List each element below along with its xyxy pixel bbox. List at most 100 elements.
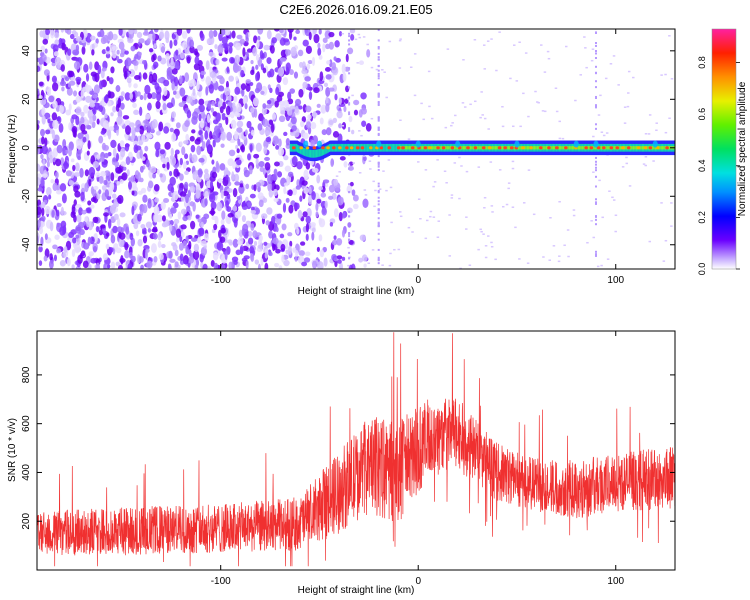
- heatmap-cell: [444, 126, 448, 129]
- heatmap-cell: [208, 29, 214, 39]
- heatmap-cell: [73, 199, 77, 207]
- heatmap-cell: [623, 106, 627, 108]
- heatmap-cell: [514, 226, 517, 229]
- heatmap-cell: [250, 129, 255, 136]
- heatmap-cell: [75, 234, 80, 239]
- heatmap-cell: [342, 72, 347, 82]
- heatmap-cell: [187, 189, 191, 198]
- heatmap-cell: [560, 146, 563, 150]
- heatmap-cell: [275, 145, 280, 150]
- heatmap-cell: [363, 263, 367, 268]
- heatmap-cell: [220, 219, 225, 226]
- heatmap-cell: [571, 146, 575, 150]
- heatmap-cell: [593, 146, 596, 150]
- heatmap-cell: [97, 31, 102, 38]
- heatmap-cell: [363, 143, 366, 152]
- heatmap-cell: [100, 224, 106, 229]
- heatmap-cell: [318, 29, 322, 35]
- heatmap-cell: [548, 259, 551, 261]
- heatmap-cell: [209, 71, 217, 79]
- heatmap-cell: [594, 80, 597, 83]
- heatmap-cell: [606, 146, 609, 150]
- heatmap-cell: [115, 247, 122, 254]
- heatmap-cell: [600, 131, 604, 133]
- heatmap-cell: [104, 152, 109, 159]
- heatmap-cell: [594, 97, 597, 100]
- heatmap-cell: [236, 120, 244, 128]
- heatmap-cell: [46, 88, 51, 97]
- heatmap-cell: [433, 181, 437, 183]
- heatmap-cell: [409, 66, 413, 68]
- heatmap-cell: [394, 143, 397, 152]
- colorbar-tick-label: 0.4: [697, 160, 707, 173]
- heatmap-cell: [284, 107, 292, 112]
- heatmap-cell: [341, 125, 345, 127]
- heatmap-cell: [275, 226, 279, 233]
- heatmap-cell: [219, 163, 226, 171]
- heatmap-cell: [303, 169, 309, 180]
- heatmap-cell: [101, 49, 107, 55]
- heatmap-cell: [160, 201, 166, 210]
- heatmap-cell: [135, 119, 142, 129]
- heatmap-cell: [355, 146, 360, 150]
- heatmap-cell: [377, 77, 380, 80]
- heatmap-cell: [328, 184, 335, 193]
- heatmap-cell: [133, 222, 139, 230]
- heatmap-cell: [466, 146, 470, 150]
- heatmap-cell: [521, 146, 525, 150]
- heatmap-cell: [594, 223, 597, 226]
- heatmap-cell: [192, 111, 199, 121]
- heatmap-cell: [75, 224, 82, 234]
- heatmap-cell: [144, 145, 149, 152]
- heatmap-cell: [377, 29, 380, 32]
- heatmap-cell: [525, 146, 528, 150]
- heatmap-cell: [631, 146, 634, 150]
- heatmap-cell: [545, 146, 549, 150]
- heatmap-cell: [289, 143, 293, 152]
- heatmap-cell: [165, 52, 170, 60]
- heatmap-cell: [462, 59, 465, 61]
- heatmap-cell: [185, 133, 189, 141]
- heatmap-cell: [258, 160, 265, 168]
- snr-ylabel: SNR (10 * v/v): [7, 418, 18, 482]
- heatmap-cell: [569, 146, 572, 150]
- heatmap-cell: [118, 237, 125, 248]
- heatmap-cell: [228, 149, 236, 157]
- heatmap-cell: [372, 180, 375, 183]
- x-tick-label: 0: [415, 275, 421, 286]
- heatmap-cell: [536, 146, 539, 150]
- spectrogram-ylabel: Frequency (Hz): [7, 115, 18, 184]
- heatmap-cell: [274, 262, 280, 268]
- heatmap-cell: [594, 175, 597, 178]
- heatmap-cell: [389, 252, 392, 255]
- heatmap-cell: [526, 146, 530, 150]
- heatmap-cell: [136, 31, 143, 39]
- heatmap-cell: [377, 69, 380, 72]
- heatmap-cell: [54, 171, 59, 179]
- heatmap-cell: [51, 210, 55, 218]
- heatmap-cell: [143, 92, 147, 101]
- heatmap-cell: [183, 181, 189, 189]
- heatmap-cell: [226, 66, 230, 73]
- heatmap-cell: [492, 146, 495, 150]
- heatmap-cell: [660, 146, 663, 150]
- heatmap-cell: [419, 217, 422, 220]
- heatmap-cell: [480, 91, 483, 93]
- heatmap-cell: [78, 207, 83, 216]
- heatmap-cell: [335, 175, 339, 177]
- heatmap-cell: [196, 80, 200, 91]
- heatmap-cell: [159, 173, 163, 178]
- heatmap-cell: [95, 225, 100, 233]
- heatmap-cell: [153, 205, 160, 216]
- heatmap-cell: [364, 194, 368, 196]
- heatmap-cell: [225, 29, 231, 36]
- heatmap-cell: [532, 213, 536, 216]
- heatmap-cell: [400, 146, 403, 150]
- heatmap-cell: [349, 29, 356, 34]
- heatmap-cell: [171, 242, 177, 247]
- heatmap-cell: [511, 167, 515, 170]
- heatmap-cell: [375, 68, 379, 71]
- heatmap-cell: [279, 103, 284, 113]
- heatmap-cell: [113, 124, 119, 131]
- heatmap-cell: [134, 170, 140, 179]
